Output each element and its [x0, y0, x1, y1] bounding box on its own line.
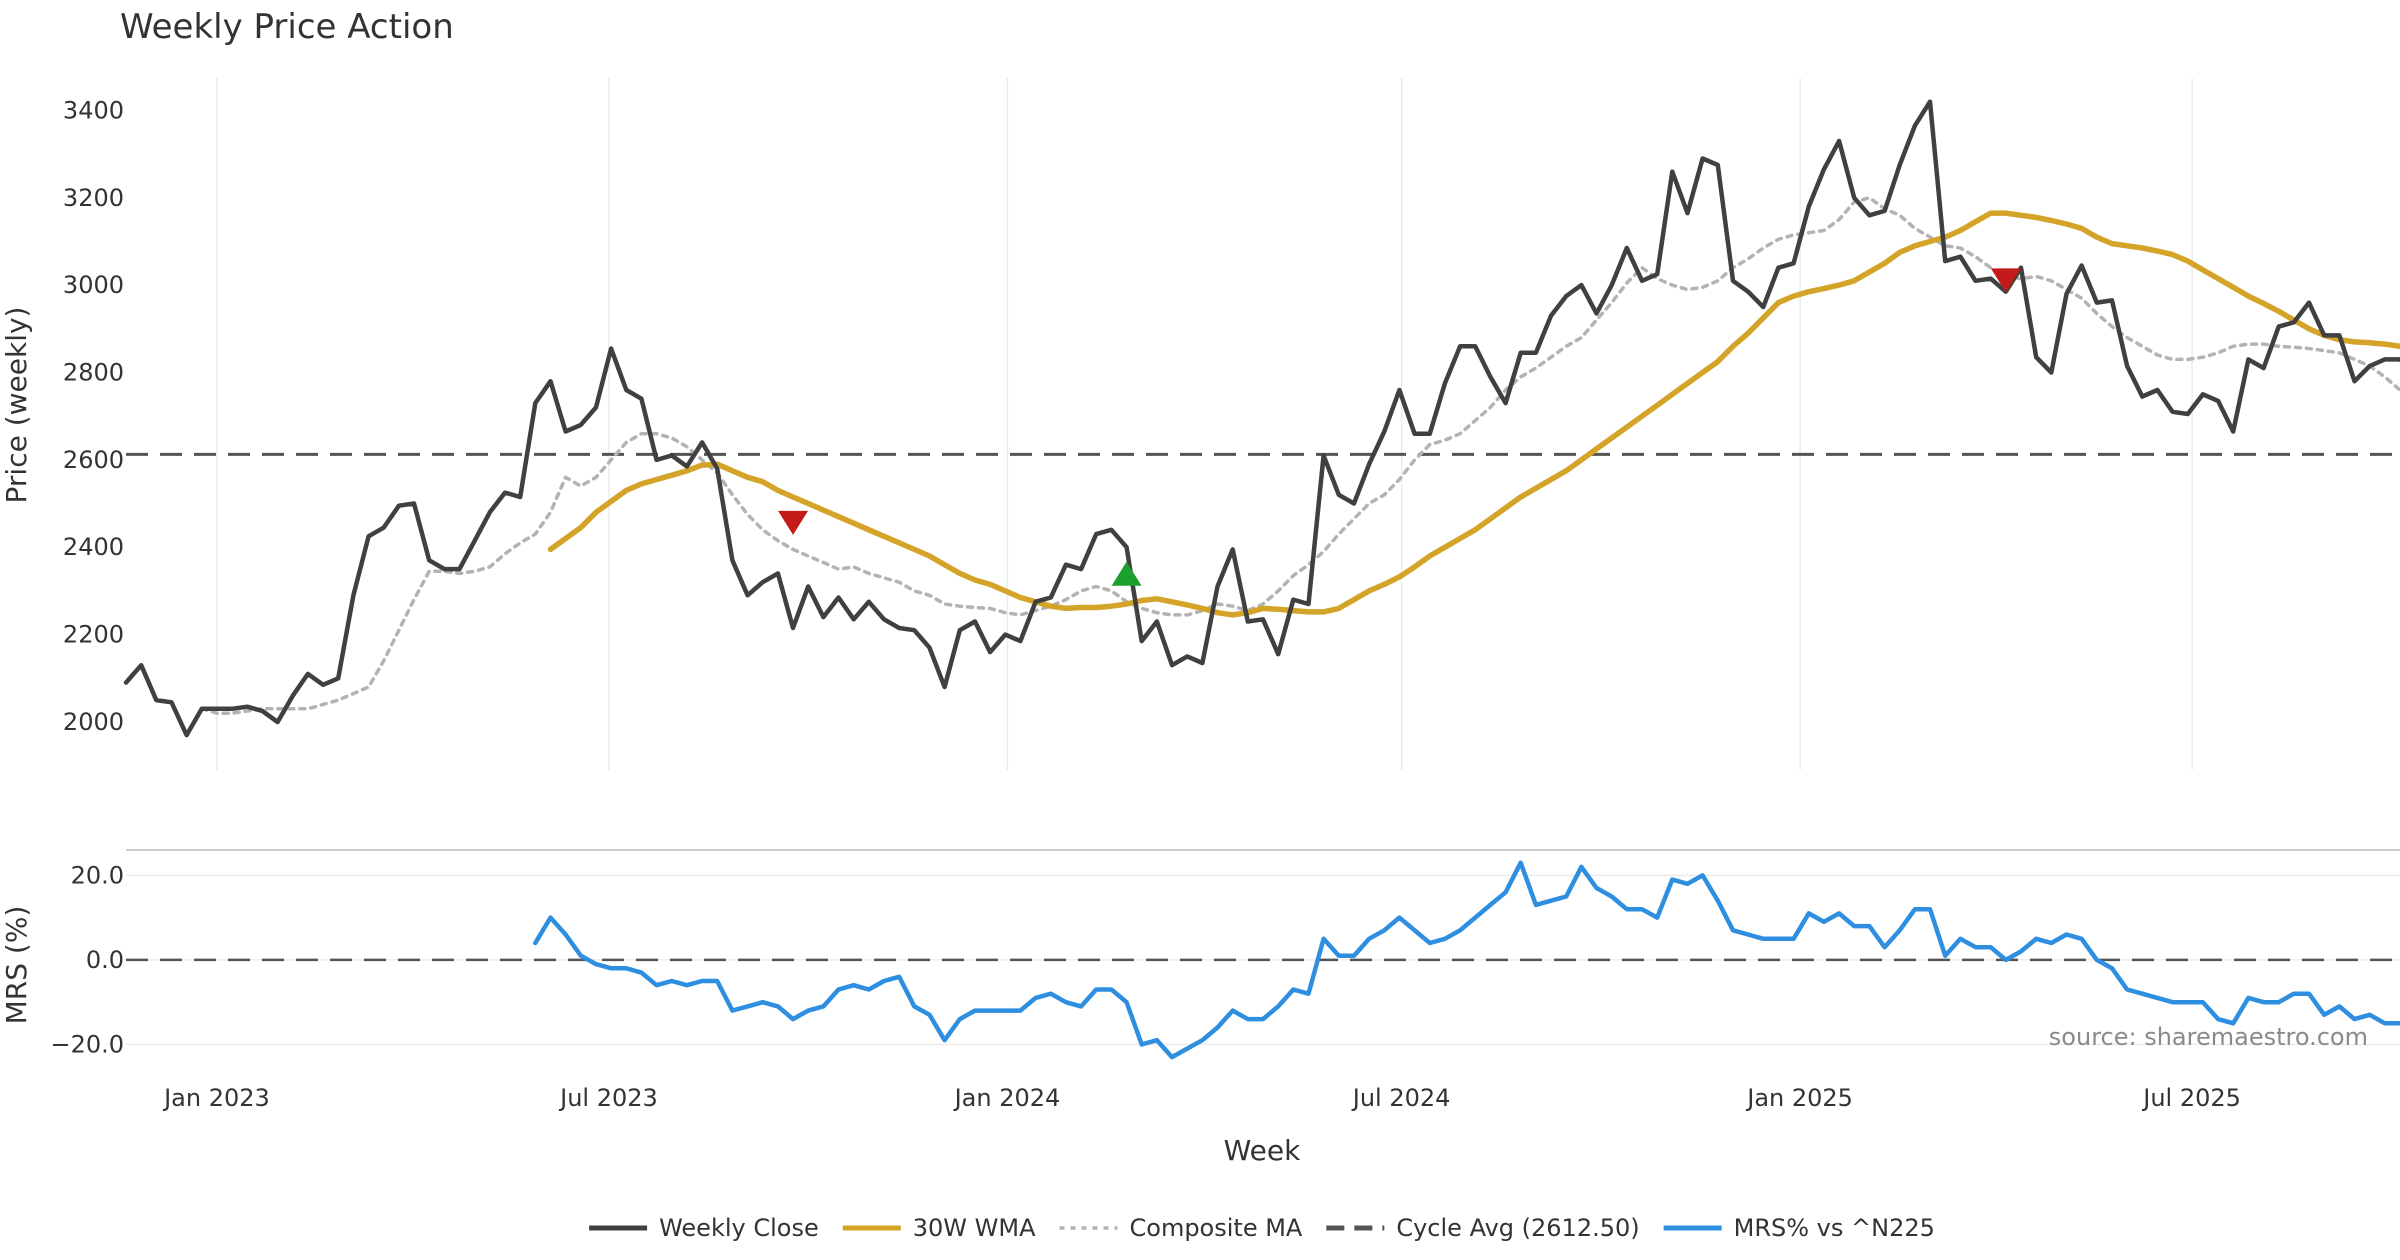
x-axis: Jan 2023 Jul 2023 Jan 2024 Jul 2024 Jan 2025… [162, 1084, 2241, 1112]
x-tick-label: Jan 2025 [1745, 1084, 1853, 1112]
bottom-panel-grid [126, 849, 2400, 1046]
chart-title: Weekly Price Action [120, 7, 454, 47]
y-tick-label: 2600 [63, 446, 124, 474]
mrs-vs-n225-line [533, 860, 2400, 1060]
legend: Weekly Close 30W WMA Composite MA Cycle Avg… [589, 1214, 1935, 1242]
top-panel-series [123, 99, 2400, 738]
y-tick-label: 2200 [63, 621, 124, 649]
legend-label-cycle-avg-2612-50: Cycle Avg (2612.50) [1396, 1214, 1639, 1242]
top-y-axis-label: Price (weekly) [0, 307, 33, 504]
y-tick-label: 2800 [63, 359, 124, 387]
y-tick-label: 3200 [63, 184, 124, 212]
source-annotation: source: sharemaestro.com [2049, 1023, 2368, 1051]
y-tick-label: 0.0 [86, 946, 124, 974]
30w-wma-line [547, 210, 2400, 618]
composite-ma-line [200, 196, 2400, 715]
weekly-close-line [123, 99, 2400, 738]
legend-label-mrs-vs-n225: MRS% vs ^N225 [1734, 1214, 1935, 1242]
x-tick-label: Jul 2023 [558, 1084, 658, 1112]
x-tick-label: Jan 2024 [953, 1084, 1061, 1112]
bottom-y-axis-label: MRS (%) [0, 906, 33, 1025]
x-tick-label: Jan 2023 [162, 1084, 270, 1112]
top-panel-grid [216, 78, 2193, 770]
legend-label-weekly-close: Weekly Close [659, 1214, 819, 1242]
bottom-panel-y-axis: 20.0 0.0 −20.0 [50, 861, 124, 1058]
y-tick-label: 20.0 [71, 861, 124, 889]
y-tick-label: 3400 [63, 96, 124, 124]
signal-markers [778, 268, 2021, 586]
legend-label-composite-ma: Composite MA [1130, 1214, 1303, 1242]
y-tick-label: −20.0 [50, 1030, 124, 1058]
y-tick-label: 3000 [63, 271, 124, 299]
x-axis-label: Week [1224, 1134, 1301, 1167]
y-tick-label: 2000 [63, 708, 124, 736]
top-panel-y-axis: 2000 2200 2400 2600 2800 3000 3200 3400 [63, 96, 124, 736]
buy-signal-marker [1111, 561, 1142, 586]
bottom-panel-series [533, 860, 2400, 1060]
sell-signal-marker [1990, 268, 2021, 293]
legend-label-30w-wma: 30W WMA [913, 1214, 1036, 1242]
sell-signal-marker [778, 510, 809, 535]
y-tick-label: 2400 [63, 533, 124, 561]
x-tick-label: Jul 2025 [2141, 1084, 2241, 1112]
x-tick-label: Jul 2024 [1351, 1084, 1451, 1112]
